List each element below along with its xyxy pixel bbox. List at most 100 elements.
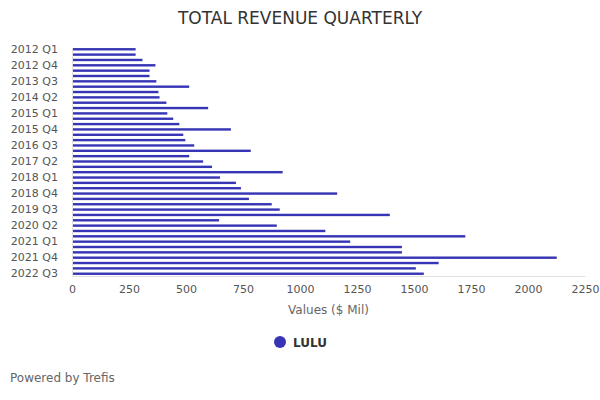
- bar: [72, 155, 189, 157]
- bar: [72, 198, 249, 200]
- bar: [72, 112, 167, 114]
- y-tick: 2019 Q3: [11, 203, 72, 216]
- x-tick-label: 0: [69, 283, 76, 296]
- bar: [72, 192, 337, 194]
- x-tick: 250: [119, 276, 140, 296]
- x-tick-label: 2000: [515, 283, 543, 296]
- bar: [72, 187, 241, 189]
- y-tick-label: 2014 Q2: [11, 91, 58, 104]
- y-tick: 2014 Q2: [11, 91, 72, 104]
- y-tick-label: 2018 Q1: [11, 171, 58, 184]
- y-tick-label: 2015 Q4: [11, 123, 58, 136]
- footer-note: Powered by Trefis: [10, 371, 115, 385]
- x-tick-label: 1500: [401, 283, 429, 296]
- y-tick-label: 2021 Q4: [11, 251, 58, 264]
- bar: [72, 118, 173, 120]
- chart: TOTAL REVENUE QUARTERLY 0 250 500 750 1000 125…: [0, 0, 600, 400]
- bar: [72, 208, 280, 210]
- y-tick-label: 2022 Q3: [11, 267, 58, 280]
- y-tick: 2012 Q1: [11, 43, 72, 56]
- y-tick: 2021 Q4: [11, 251, 72, 264]
- y-tick: 2017 Q2: [11, 155, 72, 168]
- bar: [72, 59, 142, 61]
- bar: [72, 91, 158, 93]
- bar: [72, 48, 136, 50]
- x-tick: 1000: [287, 276, 315, 296]
- x-tick-label: 500: [176, 283, 197, 296]
- y-tick: 2012 Q4: [11, 59, 72, 72]
- bar: [72, 235, 465, 237]
- bar: [72, 80, 156, 82]
- bar: [72, 69, 150, 71]
- bar: [72, 150, 251, 152]
- y-tick-label: 2017 Q2: [11, 155, 58, 168]
- x-tick: 1250: [344, 276, 372, 296]
- y-tick: 2018 Q1: [11, 171, 72, 184]
- bar: [72, 123, 179, 125]
- y-axis-line: [72, 48, 73, 277]
- x-tick-label: 2250: [572, 283, 600, 296]
- y-tick: 2013 Q3: [11, 75, 72, 88]
- y-tick-label: 2019 Q3: [11, 203, 58, 216]
- y-tick-label: 2012 Q1: [11, 43, 58, 56]
- y-tick: 2015 Q4: [11, 123, 72, 136]
- x-tick-label: 1750: [458, 283, 486, 296]
- bar: [72, 64, 155, 66]
- y-tick-label: 2021 Q1: [11, 235, 58, 248]
- bar: [72, 176, 220, 178]
- bar: [72, 107, 208, 109]
- x-axis-title: Values ($ Mil): [288, 303, 369, 317]
- y-tick-label: 2013 Q3: [11, 75, 58, 88]
- x-tick: 1500: [401, 276, 429, 296]
- bar: [72, 256, 557, 258]
- bar: [72, 139, 185, 141]
- bar: [72, 102, 166, 104]
- bar: [72, 75, 150, 77]
- x-axis-line: [73, 276, 586, 277]
- legend-label: LULU: [293, 336, 327, 350]
- y-tick: 2021 Q1: [11, 235, 72, 248]
- y-tick: 2018 Q4: [11, 187, 72, 200]
- y-tick-label: 2016 Q3: [11, 139, 58, 152]
- y-tick: 2020 Q2: [11, 219, 72, 232]
- y-tick-label: 2018 Q4: [11, 187, 58, 200]
- bar: [72, 96, 160, 98]
- bar: [72, 246, 402, 248]
- bar: [72, 144, 194, 146]
- x-tick-label: 750: [233, 283, 254, 296]
- x-tick: 500: [176, 276, 197, 296]
- y-tick: 2016 Q3: [11, 139, 72, 152]
- x-tick: 2250: [572, 276, 600, 296]
- bar: [72, 224, 277, 226]
- title: TOTAL REVENUE QUARTERLY: [177, 8, 423, 28]
- bar: [72, 128, 231, 130]
- x-axis: 0 250 500 750 1000 1250 1500 1750 2000 2250: [69, 276, 600, 296]
- legend-marker: [274, 336, 286, 348]
- bar: [72, 267, 416, 269]
- bar: [72, 166, 212, 168]
- bar: [72, 262, 439, 264]
- y-tick-label: 2012 Q4: [11, 59, 58, 72]
- bar: [72, 182, 236, 184]
- y-axis: 2012 Q1 2012 Q4 2013 Q3 2014 Q2 2015 Q1 2015 …: [11, 43, 73, 280]
- x-tick-label: 1250: [344, 283, 372, 296]
- bars: [72, 48, 557, 275]
- x-tick: 750: [233, 276, 254, 296]
- bar: [72, 53, 136, 55]
- x-tick: 1750: [458, 276, 486, 296]
- x-tick: 2000: [515, 276, 543, 296]
- bar: [72, 160, 203, 162]
- y-tick: 2022 Q3: [11, 267, 72, 280]
- x-tick-label: 1000: [287, 283, 315, 296]
- y-tick-label: 2015 Q1: [11, 107, 58, 120]
- bar: [72, 171, 283, 173]
- bar: [72, 230, 325, 232]
- x-tick: 0: [69, 276, 76, 296]
- x-tick-label: 250: [119, 283, 140, 296]
- legend: LULU: [274, 336, 327, 350]
- bar: [72, 240, 350, 242]
- y-tick-label: 2020 Q2: [11, 219, 58, 232]
- bar: [72, 214, 390, 216]
- bar: [72, 203, 272, 205]
- bar: [72, 134, 183, 136]
